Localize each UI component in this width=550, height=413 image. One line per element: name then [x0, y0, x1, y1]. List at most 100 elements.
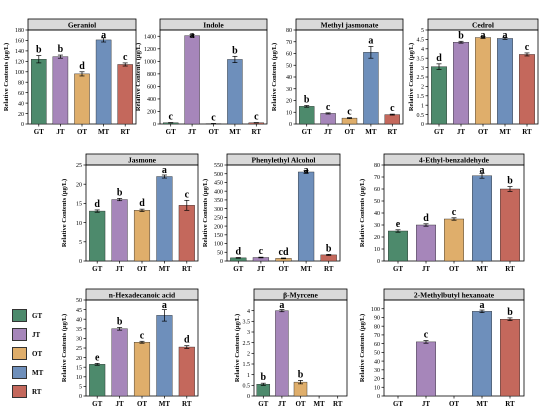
- y-tick-label: 80: [18, 80, 24, 86]
- y-tick-label: 40: [286, 75, 292, 81]
- x-tick-label: MT: [229, 128, 241, 136]
- y-tick-label: 10: [374, 385, 380, 391]
- significance-letter: d: [236, 247, 242, 258]
- y-tick-label: 0: [247, 394, 250, 400]
- significance-letter: cd: [279, 247, 289, 258]
- x-tick-label: JT: [56, 128, 65, 136]
- x-tick-label: MT: [313, 400, 325, 408]
- y-tick-label: 100: [15, 70, 24, 76]
- bar-rt: [519, 54, 535, 125]
- significance-letter: b: [298, 369, 304, 380]
- legend-label-rt: RT: [32, 387, 42, 396]
- significance-letter: d: [436, 53, 442, 64]
- bar-ot: [444, 218, 465, 262]
- x-tick-label: RT: [505, 400, 515, 408]
- x-tick-label: MT: [300, 265, 312, 273]
- x-tick-label: OT: [137, 265, 147, 273]
- x-tick-label: OT: [449, 400, 459, 408]
- y-tick-label: 4: [421, 47, 424, 53]
- x-tick-label: MT: [476, 265, 488, 273]
- x-tick-label: JT: [324, 128, 333, 136]
- chart-title: n-Hexadecanoic acid: [109, 290, 176, 299]
- y-tick-label: 40: [374, 359, 380, 365]
- y-axis-label: Relative Contents (μg/L): [408, 43, 415, 111]
- x-tick-label: GT: [233, 265, 243, 273]
- bar-mt: [95, 39, 112, 125]
- bar-ot: [341, 117, 358, 125]
- significance-letter: e: [396, 219, 401, 230]
- chart-title: Indole: [203, 20, 224, 29]
- bar-mt: [156, 176, 173, 262]
- y-tick-label: 40: [76, 317, 82, 323]
- y-tick-label: 30: [76, 337, 82, 343]
- x-tick-label: MT: [159, 400, 171, 408]
- bar-rt: [320, 254, 337, 262]
- significance-letter: c: [326, 102, 331, 113]
- y-tick-label: 0: [21, 122, 24, 128]
- y-tick-label: 90: [374, 316, 380, 322]
- significance-letter: a: [480, 165, 485, 176]
- y-tick-label: 5: [79, 240, 82, 246]
- x-tick-label: RT: [388, 128, 398, 136]
- y-tick-label: 20: [76, 182, 82, 188]
- y-tick-label: 400: [214, 189, 223, 195]
- x-tick-label: RT: [505, 265, 515, 273]
- chart-title: Phenylethyl Alcohol: [252, 155, 316, 164]
- x-tick-label: GT: [393, 265, 403, 273]
- bar-mt: [363, 52, 379, 125]
- significance-letter: d: [94, 199, 100, 210]
- y-axis-label: Relative Contents (μg/L): [271, 43, 278, 111]
- bar-rt: [500, 319, 521, 397]
- bar-jt: [275, 310, 289, 397]
- legend-item-ot: OT: [12, 344, 43, 363]
- bar-ot: [74, 73, 90, 125]
- x-tick-label: OT: [77, 128, 87, 136]
- chart-title: Cedrol: [472, 20, 494, 29]
- significance-letter: c: [347, 107, 352, 118]
- bar-gt: [89, 364, 106, 397]
- significance-letter: b: [326, 243, 332, 254]
- significance-letter: b: [507, 176, 513, 187]
- significance-letter: d: [423, 213, 429, 224]
- y-tick-label: 0: [220, 259, 223, 265]
- y-tick-label: 3: [247, 330, 250, 336]
- x-tick-label: MT: [499, 128, 511, 136]
- significance-letter: c: [123, 52, 128, 63]
- y-tick-label: 1.5: [243, 362, 251, 368]
- y-tick-label: 4.5: [417, 38, 425, 44]
- bar-mt: [227, 59, 243, 125]
- legend-swatch-gt: [12, 309, 27, 322]
- significance-letter: e: [95, 352, 100, 363]
- chart-panel-3: Cedrol 0 0.5 1 1.5 2 2.5 3 3.5 4 4.5 5 Relative Cont…: [408, 18, 539, 136]
- bar-mt: [472, 175, 493, 262]
- significance-letter: c: [140, 330, 145, 341]
- y-tick-label: 50: [286, 63, 292, 69]
- significance-letter: d: [79, 61, 85, 72]
- bar-rt: [384, 114, 400, 125]
- y-tick-label: 80: [286, 28, 292, 34]
- significance-letter: c: [452, 207, 457, 218]
- bar-ot: [133, 210, 151, 262]
- y-tick-label: 2.5: [417, 75, 425, 81]
- y-tick-label: 3: [421, 66, 424, 72]
- y-tick-label: 0: [79, 259, 82, 265]
- legend-label-ot: OT: [32, 349, 43, 358]
- y-tick-label: 3.5: [243, 320, 251, 326]
- legend-label-jt: JT: [32, 330, 41, 339]
- bar-ot: [293, 381, 308, 397]
- legend-item-gt: GT: [12, 306, 43, 325]
- bar-gt: [31, 59, 47, 125]
- y-tick-label: 1.5: [417, 94, 425, 100]
- significance-letter: d: [139, 198, 145, 209]
- y-tick-label: 0.5: [417, 113, 425, 119]
- significance-letter: a: [162, 165, 167, 176]
- bar-rt: [178, 346, 195, 397]
- x-tick-label: RT: [333, 400, 343, 408]
- chart-panel-1: Indole 0 200 400 600 800 1000 1200 1400Relative …: [135, 18, 268, 136]
- chart-panel-9: 2-Methylbutyl hexanoate 0 10 20 30 40 50 60 70 80…: [359, 288, 525, 408]
- bar-jt: [453, 42, 469, 125]
- y-tick-label: 70: [374, 333, 380, 339]
- legend-swatch-mt: [12, 366, 27, 379]
- y-tick-label: 180: [15, 28, 24, 34]
- chart-panel-0: Geraniol 0 20 40 60 80 100 120 140 160 180 Relative…: [3, 18, 137, 136]
